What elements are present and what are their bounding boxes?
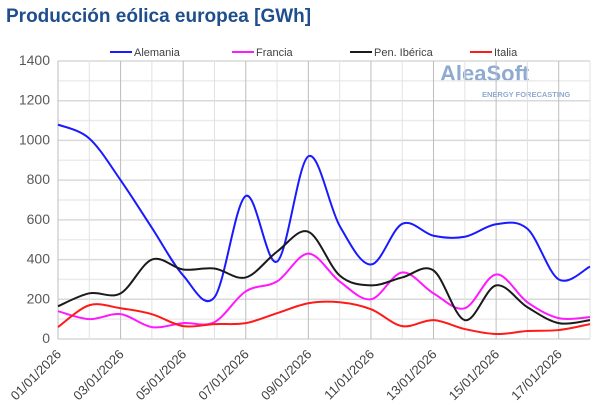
x-tick-label: 01/01/2026 [7,347,64,404]
y-tick-label: 0 [42,330,50,346]
x-tick-label: 09/01/2026 [258,347,315,404]
chart-title: Producción eólica europea [GWh] [6,6,312,27]
legend-label: Francia [256,47,294,59]
legend-label: Pen. Ibérica [374,47,434,59]
watermark-tagline: ENERGY FORECASTING [482,90,571,99]
y-tick-label: 800 [27,171,51,187]
x-tick-label: 07/01/2026 [195,347,252,404]
y-tick-label: 1200 [19,92,50,108]
series-line-alemania [57,123,591,303]
y-tick-label: 1000 [19,131,50,147]
x-tick-label: 05/01/2026 [133,347,190,404]
y-tick-label: 400 [27,251,51,267]
x-tick-label: 13/01/2026 [383,347,440,404]
legend-label: Alemania [134,47,181,59]
y-tick-label: 200 [27,290,51,306]
series-line-pen-ib-rica [57,230,591,325]
series-line-italia [57,300,591,336]
legend-label: Italia [494,47,518,59]
series-line-francia [57,252,591,329]
x-tick-label: 03/01/2026 [70,347,127,404]
y-tick-label: 600 [27,211,51,227]
x-tick-label: 11/01/2026 [321,347,377,403]
y-tick-label: 1400 [19,52,50,68]
x-tick-label: 17/01/2026 [508,347,565,404]
x-tick-label: 15/01/2026 [446,347,503,404]
